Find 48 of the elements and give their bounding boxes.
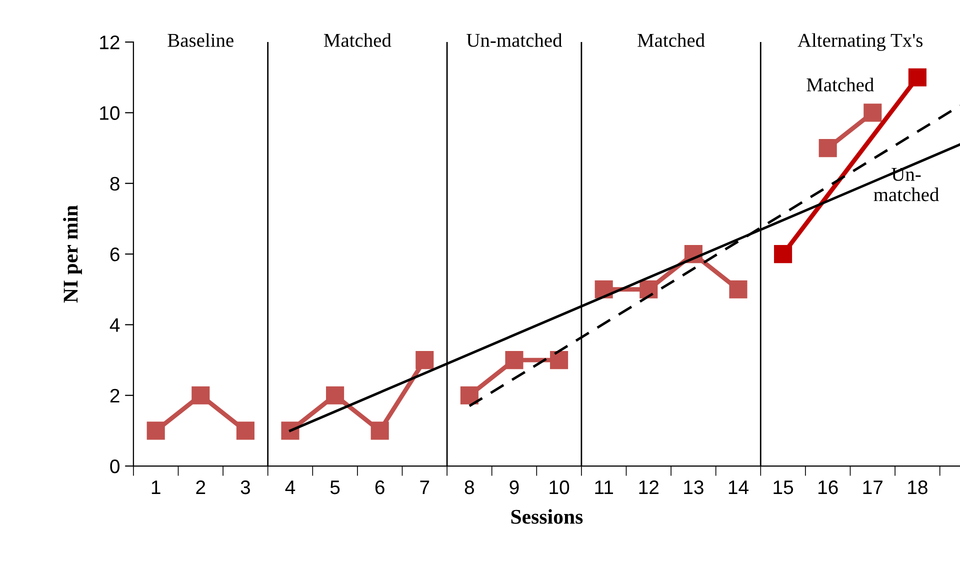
point bbox=[192, 386, 210, 404]
annotation: Un-matched bbox=[466, 33, 562, 47]
x-tick-label: 2 bbox=[196, 480, 206, 494]
point bbox=[460, 386, 478, 404]
x-tick-label: 13 bbox=[684, 480, 704, 494]
x-tick-label: 4 bbox=[285, 480, 296, 494]
x-tick-label: 11 bbox=[595, 480, 613, 494]
x-tick-label: 6 bbox=[375, 480, 384, 494]
annotation: Baseline bbox=[168, 33, 234, 47]
x-tick-label: 10 bbox=[550, 480, 570, 494]
x-tick-label: 7 bbox=[420, 480, 430, 494]
x-tick-label: 16 bbox=[818, 480, 838, 494]
x-tick-label: 3 bbox=[240, 480, 250, 494]
x-tick-label: 9 bbox=[510, 480, 519, 494]
point bbox=[505, 351, 524, 370]
annotation: Matched bbox=[324, 33, 392, 47]
y-tick-label: 6 bbox=[110, 248, 120, 262]
point bbox=[236, 422, 254, 440]
point bbox=[818, 139, 837, 158]
x-tick-label: 14 bbox=[728, 480, 748, 494]
annotation: Matched bbox=[806, 78, 874, 92]
x-tick-label: 5 bbox=[330, 480, 340, 494]
y-tick-label: 10 bbox=[100, 106, 120, 120]
x-axis-title: Sessions bbox=[511, 509, 583, 524]
x-tick-label: 17 bbox=[863, 480, 882, 494]
point bbox=[640, 280, 658, 298]
annotation: Matched bbox=[638, 33, 705, 47]
point bbox=[326, 386, 344, 404]
annotation: Alternating Tx's bbox=[798, 33, 922, 51]
point bbox=[864, 104, 882, 122]
y-tick-label: 0 bbox=[110, 460, 120, 474]
y-tick-label: 8 bbox=[110, 176, 120, 191]
point bbox=[774, 245, 792, 264]
y-tick-label: 4 bbox=[110, 318, 120, 332]
x-tick-label: 1 bbox=[152, 480, 160, 494]
point bbox=[550, 351, 568, 370]
y-axis-title: NI per min bbox=[63, 205, 82, 303]
y-tick-label: 12 bbox=[100, 36, 120, 50]
point bbox=[370, 422, 389, 440]
point bbox=[146, 422, 165, 440]
point bbox=[729, 280, 748, 298]
x-tick-label: 18 bbox=[908, 480, 928, 494]
y-tick-label: 2 bbox=[110, 388, 120, 402]
x-tick-label: 12 bbox=[639, 480, 658, 494]
x-tick-label: 15 bbox=[774, 480, 794, 494]
point bbox=[416, 351, 434, 370]
point bbox=[908, 68, 926, 86]
x-tick-label: 8 bbox=[464, 480, 474, 494]
